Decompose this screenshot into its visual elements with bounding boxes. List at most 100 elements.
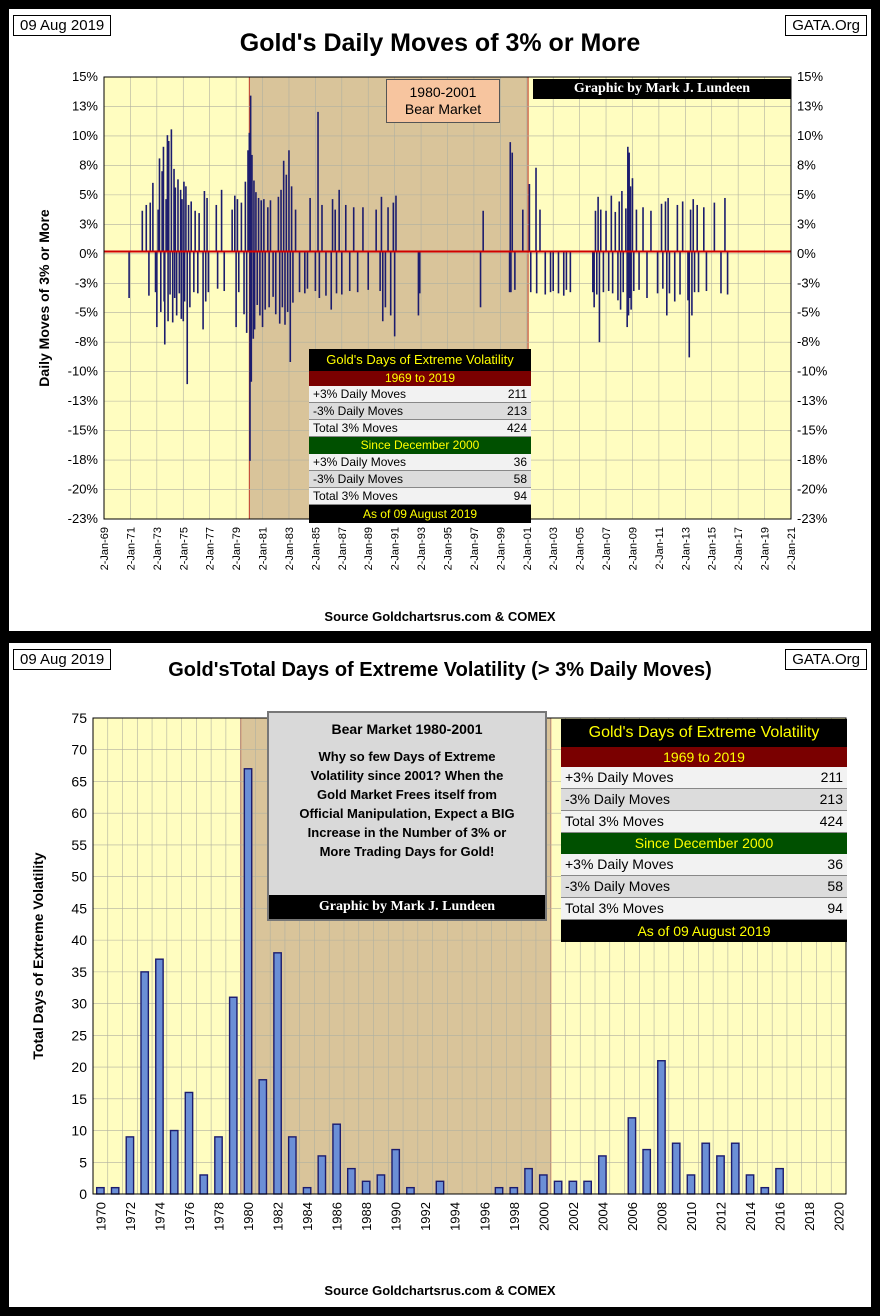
x-tick-label: 2006 bbox=[625, 1202, 640, 1231]
year-bar bbox=[346, 1167, 356, 1195]
stats-footer: As of 09 August 2019 bbox=[637, 923, 771, 939]
x-tick-label: 2-Jan-91 bbox=[390, 527, 402, 570]
year-bar bbox=[155, 958, 164, 1195]
stats-period-1: 1969 to 2019 bbox=[561, 747, 847, 767]
site-label: GATA.Org bbox=[785, 649, 867, 670]
y-tick-label: 55 bbox=[71, 837, 87, 853]
stats-row: -3% Daily Moves 213 bbox=[309, 403, 531, 420]
x-tick-label: 2-Jan-15 bbox=[707, 527, 719, 570]
y-tick-label-right: 10% bbox=[797, 128, 823, 143]
x-tick-label: 2002 bbox=[566, 1202, 581, 1231]
bear-market-years: 1980-2001 bbox=[409, 84, 477, 100]
x-tick-label: 2-Jan-13 bbox=[680, 527, 692, 570]
daily-moves-panel: 09 Aug 2019 GATA.Org Gold's Daily Moves … bbox=[8, 8, 872, 632]
year-bar bbox=[169, 1129, 179, 1195]
y-tick-label-right: -15% bbox=[797, 423, 828, 438]
x-tick-label: 2-Jan-97 bbox=[469, 527, 481, 570]
year-bar bbox=[258, 1079, 268, 1195]
bear-market-text: Bear Market bbox=[404, 101, 482, 117]
x-tick-label: 2-Jan-03 bbox=[548, 527, 560, 570]
year-bar bbox=[583, 1180, 593, 1195]
graphic-credit: Graphic by Mark J. Lundeen bbox=[533, 79, 791, 99]
y-tick-label: 40 bbox=[71, 932, 87, 948]
y-tick-label-right: -8% bbox=[797, 334, 821, 349]
bear-market-label: 1980-2001 Bear Market bbox=[386, 79, 500, 123]
volatility-stats-table: Gold's Days of Extreme Volatility 1969 t… bbox=[561, 719, 847, 942]
y-tick-label-right: -20% bbox=[797, 482, 828, 497]
stats-row: +3% Daily Moves 36 bbox=[309, 454, 531, 471]
year-bar bbox=[406, 1186, 415, 1195]
y-tick-label: 45 bbox=[71, 900, 87, 916]
stats-period-1: 1969 to 2019 bbox=[309, 371, 531, 386]
y-tick-label-left: -8% bbox=[75, 334, 99, 349]
x-tick-label: 2-Jan-95 bbox=[443, 527, 455, 570]
year-bar bbox=[760, 1186, 770, 1195]
x-tick-label: 1976 bbox=[182, 1202, 197, 1231]
x-tick-label: 2-Jan-21 bbox=[786, 527, 798, 570]
x-tick-label: 2-Jan-07 bbox=[601, 527, 613, 570]
x-tick-label: 1980 bbox=[241, 1202, 256, 1231]
year-bar bbox=[199, 1174, 209, 1195]
y-tick-label-left: 15% bbox=[72, 69, 98, 84]
year-bar bbox=[228, 996, 238, 1195]
stats-period-2: Since December 2000 bbox=[561, 833, 847, 854]
year-bar bbox=[435, 1180, 445, 1195]
year-bar bbox=[597, 1155, 607, 1195]
bear-market-message: Bear Market 1980-2001 Why so few Days of… bbox=[267, 711, 547, 921]
y-tick-label: 25 bbox=[71, 1027, 87, 1043]
y-tick-label-right: -18% bbox=[797, 452, 828, 467]
stats-row: Total 3% Moves 94 bbox=[561, 898, 847, 920]
stats-footer: As of 09 August 2019 bbox=[362, 507, 478, 521]
x-tick-label: 2-Jan-87 bbox=[337, 527, 349, 570]
message-body: Why so few Days of Extreme Volatility si… bbox=[299, 749, 515, 859]
y-tick-label: 75 bbox=[71, 710, 87, 726]
y-tick-label: 50 bbox=[71, 869, 87, 885]
year-bar bbox=[95, 1186, 105, 1195]
y-tick-label: 5 bbox=[79, 1154, 87, 1170]
x-tick-label: 2-Jan-17 bbox=[733, 527, 745, 570]
y-tick-label-right: 3% bbox=[797, 216, 816, 231]
date-label: 09 Aug 2019 bbox=[13, 15, 112, 36]
y-tick-label: 20 bbox=[71, 1059, 87, 1075]
year-bar bbox=[110, 1186, 120, 1195]
x-tick-label: 2016 bbox=[773, 1202, 788, 1231]
x-tick-label: 1996 bbox=[477, 1202, 492, 1231]
y-tick-label: 30 bbox=[71, 996, 87, 1012]
y-tick-label-left: -5% bbox=[75, 305, 99, 320]
x-tick-label: 1992 bbox=[418, 1202, 433, 1231]
year-bar bbox=[376, 1174, 386, 1195]
x-tick-label: 2-Jan-75 bbox=[178, 527, 190, 570]
y-tick-label-left: 10% bbox=[72, 128, 98, 143]
y-tick-label-left: -15% bbox=[68, 423, 99, 438]
x-tick-label: 2-Jan-05 bbox=[575, 527, 587, 570]
stats-row: +3% Daily Moves 211 bbox=[561, 767, 847, 789]
stats-header: Gold's Days of Extreme Volatility bbox=[588, 724, 820, 741]
y-tick-label-right: 5% bbox=[797, 187, 816, 202]
y-tick-label: 15 bbox=[71, 1091, 87, 1107]
year-bar bbox=[627, 1117, 637, 1195]
y-tick-label-left: 8% bbox=[79, 157, 98, 172]
y-tick-label-left: -10% bbox=[68, 364, 99, 379]
stats-row: +3% Daily Moves 211 bbox=[309, 386, 531, 403]
y-tick-label-right: 0% bbox=[797, 246, 816, 261]
source-note: Source Goldchartsrus.com & COMEX bbox=[324, 609, 556, 624]
year-bar bbox=[361, 1180, 371, 1195]
source-note: Source Goldchartsrus.com & COMEX bbox=[324, 1283, 556, 1298]
year-bar bbox=[568, 1180, 578, 1195]
x-tick-label: 2-Jan-77 bbox=[205, 527, 217, 570]
year-bar bbox=[745, 1174, 755, 1195]
x-tick-label: 2000 bbox=[536, 1202, 551, 1231]
y-tick-label-left: -23% bbox=[68, 511, 99, 526]
stats-row: -3% Daily Moves 213 bbox=[561, 789, 847, 811]
year-bar bbox=[140, 971, 150, 1195]
x-tick-label: 2-Jan-09 bbox=[627, 527, 639, 570]
year-bar bbox=[391, 1148, 401, 1195]
x-tick-label: 1982 bbox=[271, 1202, 286, 1231]
stats-row: -3% Daily Moves 58 bbox=[561, 876, 847, 898]
year-bar bbox=[775, 1167, 784, 1195]
year-bar bbox=[730, 1142, 740, 1195]
year-bar bbox=[657, 1060, 666, 1195]
x-tick-label: 2-Jan-11 bbox=[654, 527, 666, 570]
total-days-panel: 09 Aug 2019 GATA.Org Gold'sTotal Days of… bbox=[8, 642, 872, 1308]
y-tick-label-left: -20% bbox=[68, 482, 99, 497]
